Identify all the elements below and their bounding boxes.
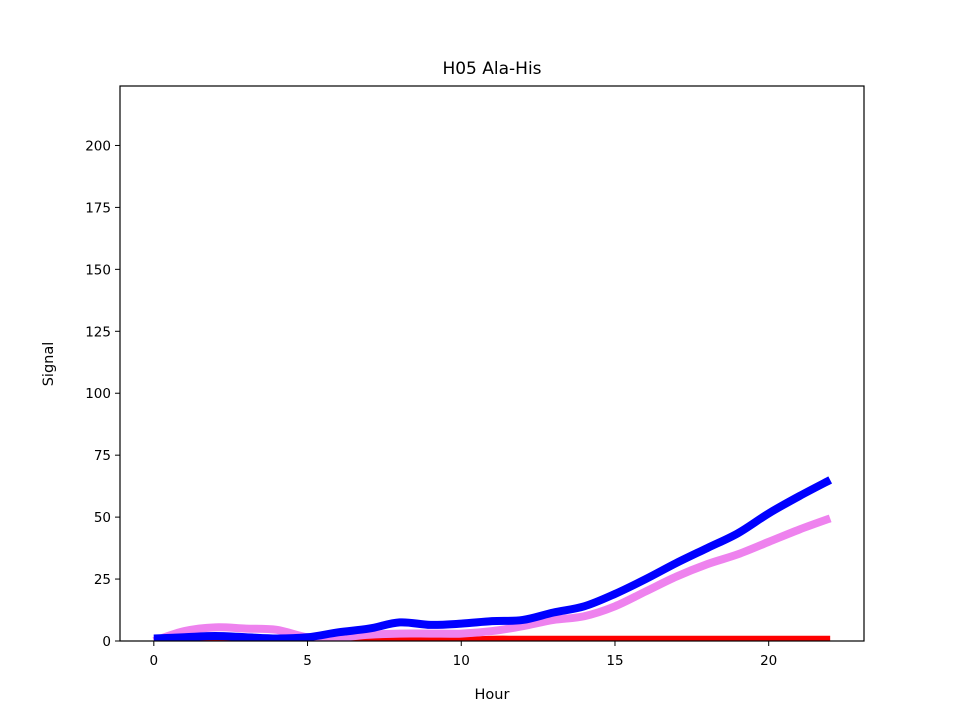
y-tick-label: 150: [85, 262, 111, 278]
x-tick-label: 5: [303, 653, 312, 669]
series-line-3: [153, 476, 833, 641]
x-tick-label: 20: [760, 653, 777, 669]
chart-title: H05 Ala-His: [442, 59, 541, 79]
y-axis-label: Signal: [41, 342, 57, 387]
x-axis-label: Hour: [475, 687, 510, 703]
y-tick-label: 100: [85, 386, 111, 402]
y-tick-label: 50: [94, 510, 111, 526]
x-axis-ticks: 0 5 10 15 20: [150, 641, 777, 669]
y-tick-label: 25: [94, 572, 111, 588]
y-tick-label: 0: [102, 634, 111, 650]
y-tick-label: 125: [85, 324, 111, 340]
x-tick-label: 10: [453, 653, 470, 669]
y-tick-label: 200: [85, 138, 111, 154]
x-tick-label: 0: [150, 653, 159, 669]
y-tick-label: 75: [94, 448, 111, 464]
y-axis-ticks: 0 25 50 75 100 125 150 175 200: [85, 138, 120, 650]
series-line-1: [153, 635, 831, 641]
series-layer: [152, 476, 833, 641]
plot-frame: [119, 85, 865, 642]
series-line-2: [152, 514, 832, 641]
y-tick-label: 175: [85, 200, 111, 216]
x-tick-label: 15: [606, 653, 623, 669]
